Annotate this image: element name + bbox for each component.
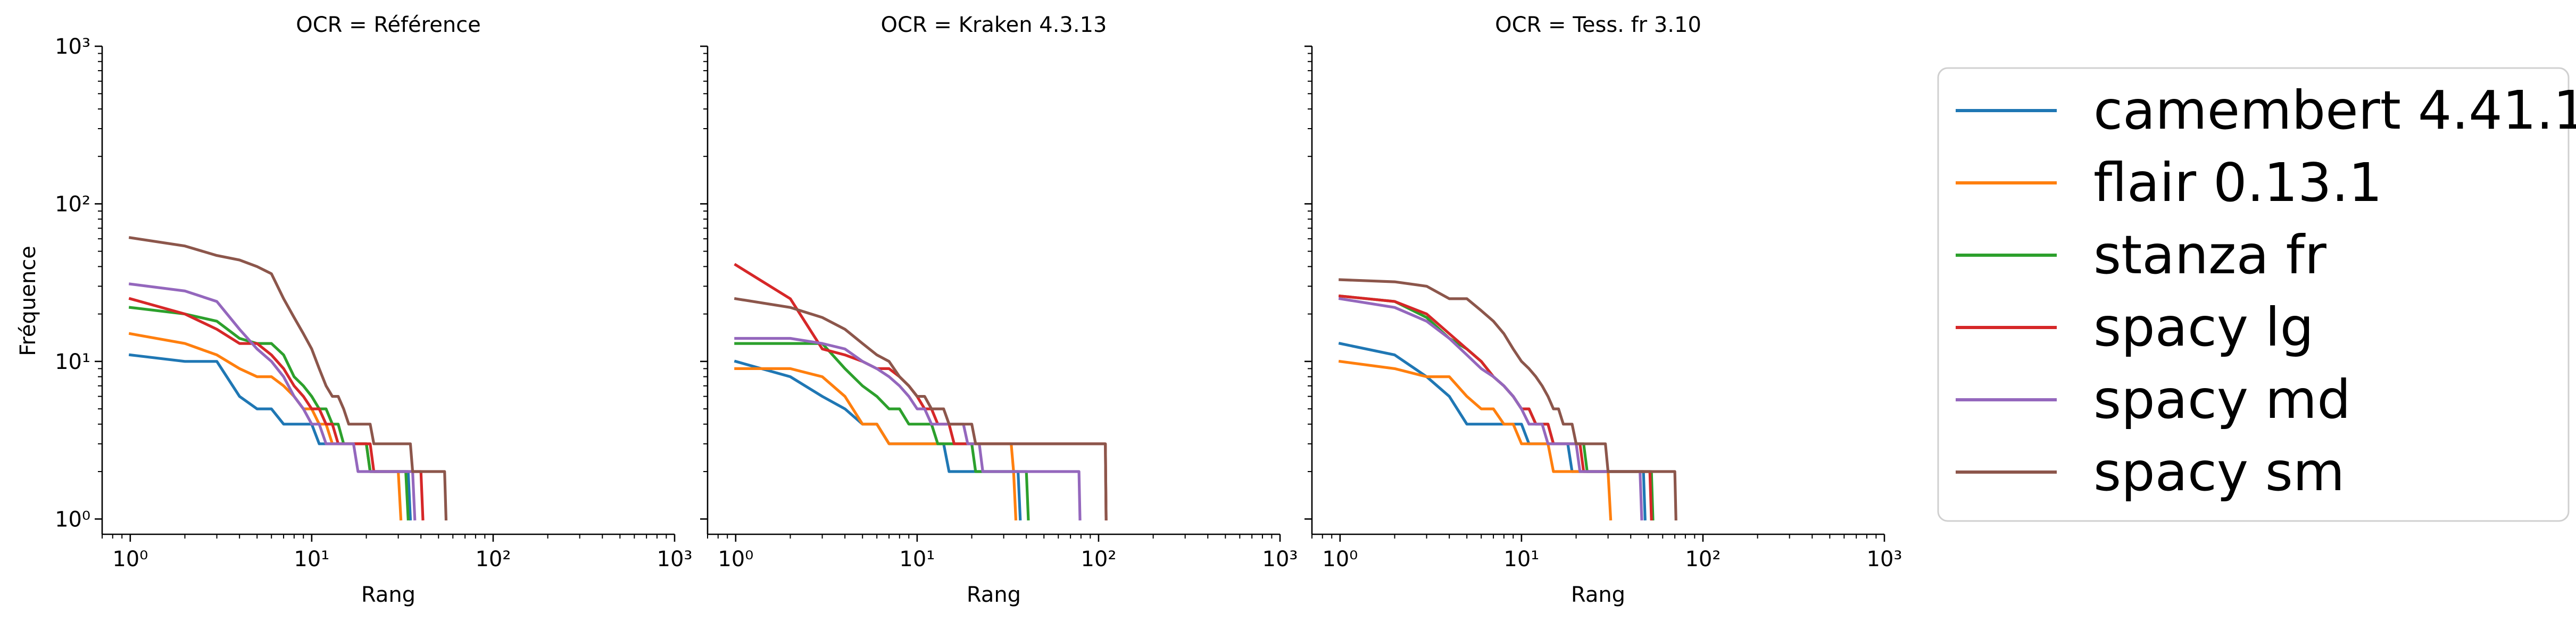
series-line-flair-0-13-1 — [128, 332, 403, 521]
legend-item: spacy lg — [1956, 296, 2314, 358]
y-tick-label: 10³ — [55, 35, 90, 59]
x-tick-label: 10¹ — [899, 547, 935, 571]
x-tick-label: 10⁰ — [718, 547, 753, 571]
legend-item: camembert 4.41.1 — [1956, 79, 2576, 141]
legend-frame — [1937, 67, 2570, 522]
panel-1: OCR = Kraken 4.3.13 10⁰ 10¹ 10² 10³ Rang — [700, 13, 1298, 607]
panel-2: OCR = Tess. fr 3.10 10⁰ 10¹ 10² 10³ Rang — [1304, 13, 1902, 607]
series-line-camembert-4-41-1 — [734, 359, 1022, 521]
legend-label: spacy md — [2093, 368, 2351, 431]
x-axis-label: Rang — [967, 583, 1021, 607]
series-line-spacy-sm — [734, 297, 1108, 520]
x-tick-label: 10¹ — [1503, 547, 1539, 571]
panel-0: OCR = Référence 10⁰ 10¹ 10² 10³ Fréquence 10⁰ 1… — [16, 13, 692, 607]
x-tick-label: 10² — [475, 547, 511, 571]
legend-label: spacy lg — [2093, 296, 2314, 358]
x-tick-label: 10³ — [1867, 547, 1902, 571]
panel-title: OCR = Tess. fr 3.10 — [1495, 13, 1701, 37]
y-axis-label: Fréquence — [16, 246, 40, 356]
legend-label: stanza fr — [2093, 224, 2327, 286]
legend: camembert 4.41.1 flair 0.13.1 stanza fr spa… — [1937, 67, 2576, 522]
x-tick-label: 10³ — [657, 547, 693, 571]
x-tick-label: 10¹ — [294, 547, 329, 571]
y-tick-label: 10⁰ — [55, 507, 90, 532]
x-tick-label: 10⁰ — [1322, 547, 1358, 571]
legend-item: spacy md — [1956, 368, 2351, 431]
panel-title: OCR = Kraken 4.3.13 — [881, 13, 1107, 37]
series-line-spacy-lg — [734, 263, 1108, 520]
x-tick-label: 10² — [1685, 547, 1721, 571]
series-line-spacy-lg — [1338, 294, 1653, 520]
series-line-stanza-fr — [1338, 294, 1655, 520]
legend-label: camembert 4.41.1 — [2093, 79, 2576, 141]
series-line-stanza-fr — [128, 306, 410, 521]
panel-title: OCR = Référence — [296, 13, 481, 37]
x-tick-label: 10³ — [1262, 547, 1298, 571]
series-line-spacy-sm — [1339, 278, 1677, 520]
series-line-spacy-md — [734, 337, 1082, 520]
x-axis-label: Rang — [361, 583, 416, 607]
x-axis-label: Rang — [1571, 583, 1625, 607]
legend-label: spacy sm — [2093, 441, 2345, 503]
x-tick-label: 10⁰ — [112, 547, 148, 571]
series-line-spacy-md — [128, 282, 417, 521]
series-line-spacy-sm — [128, 236, 448, 520]
series-line-flair-0-13-1 — [1338, 359, 1613, 521]
series-line-camembert-4-41-1 — [128, 353, 412, 521]
legend-item: spacy sm — [1956, 441, 2345, 503]
legend-label: flair 0.13.1 — [2093, 152, 2382, 214]
y-tick-label: 10² — [55, 192, 90, 216]
legend-item: flair 0.13.1 — [1956, 152, 2382, 214]
legend-item: stanza fr — [1956, 224, 2327, 286]
x-tick-label: 10² — [1081, 547, 1116, 571]
y-tick-label: 10¹ — [55, 350, 90, 374]
panels: OCR = Référence 10⁰ 10¹ 10² 10³ Fréquence 10⁰ 1… — [16, 13, 1902, 607]
series-line-spacy-lg — [128, 297, 425, 521]
series-line-camembert-4-41-1 — [1338, 342, 1647, 520]
